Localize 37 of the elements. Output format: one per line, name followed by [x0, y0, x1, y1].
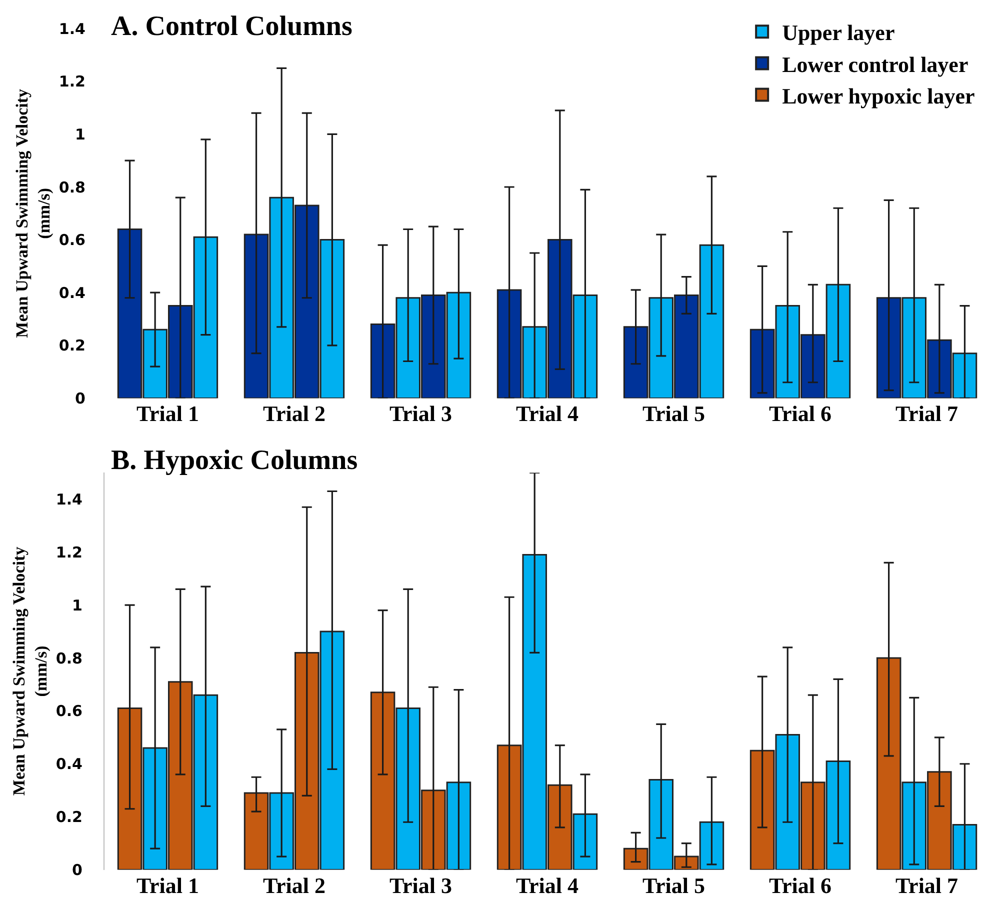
y-tick-label: 1.4 [58, 20, 86, 38]
x-tick-label: Trial 3 [389, 401, 452, 426]
x-tick-label: Trial 7 [896, 872, 958, 898]
y-tick-label: 0.4 [56, 755, 82, 774]
x-tick-label: Trial 7 [896, 401, 958, 426]
x-tick-label: Trial 4 [516, 401, 579, 426]
y-tick-label: 1.4 [56, 490, 82, 508]
x-tick-label: Trial 1 [136, 401, 199, 426]
y-tick-label: 1 [72, 596, 82, 614]
x-tick-label: Trial 6 [769, 401, 832, 426]
x-tick-label: Trial 3 [389, 872, 452, 898]
x-tick-label: Trial 6 [769, 872, 832, 898]
y-tick-label: 1.2 [58, 72, 86, 91]
x-tick-label: Trial 5 [642, 872, 706, 898]
legend-label: Lower control layer [782, 52, 968, 77]
y-tick-label: 0.6 [56, 702, 82, 720]
y-tick-label: 0.8 [58, 178, 86, 196]
y-tick-label: 0 [75, 389, 86, 408]
y-tick-label: 0.4 [58, 284, 86, 302]
x-tick-label: Trial 5 [642, 401, 706, 426]
y-tick-label: 0 [72, 861, 82, 880]
x-tick-label: Trial 2 [262, 872, 326, 898]
chart-title: A. Control Columns [111, 11, 353, 42]
y-tick-label: 1 [75, 125, 86, 144]
y-tick-label: 0.6 [58, 231, 86, 250]
legend-label: Lower hypoxic layer [782, 83, 975, 108]
x-tick-label: Trial 1 [136, 872, 199, 898]
x-tick-label: Trial 2 [262, 401, 326, 426]
y-tick-label: 0.2 [58, 336, 86, 355]
legend-label: Upper layer [782, 20, 895, 46]
y-tick-label: 1.2 [56, 543, 82, 562]
y-tick-label: 0.2 [56, 808, 82, 826]
y-axis-title: Mean Upward Swimming Velocity (mm/s) [9, 546, 50, 796]
y-axis-title: Mean Upward Swimming Velocity (mm/s) [12, 88, 54, 338]
y-tick-label: 0.8 [56, 649, 82, 668]
chart-title: B. Hypoxic Columns [111, 445, 358, 476]
x-tick-label: Trial 4 [516, 872, 579, 898]
